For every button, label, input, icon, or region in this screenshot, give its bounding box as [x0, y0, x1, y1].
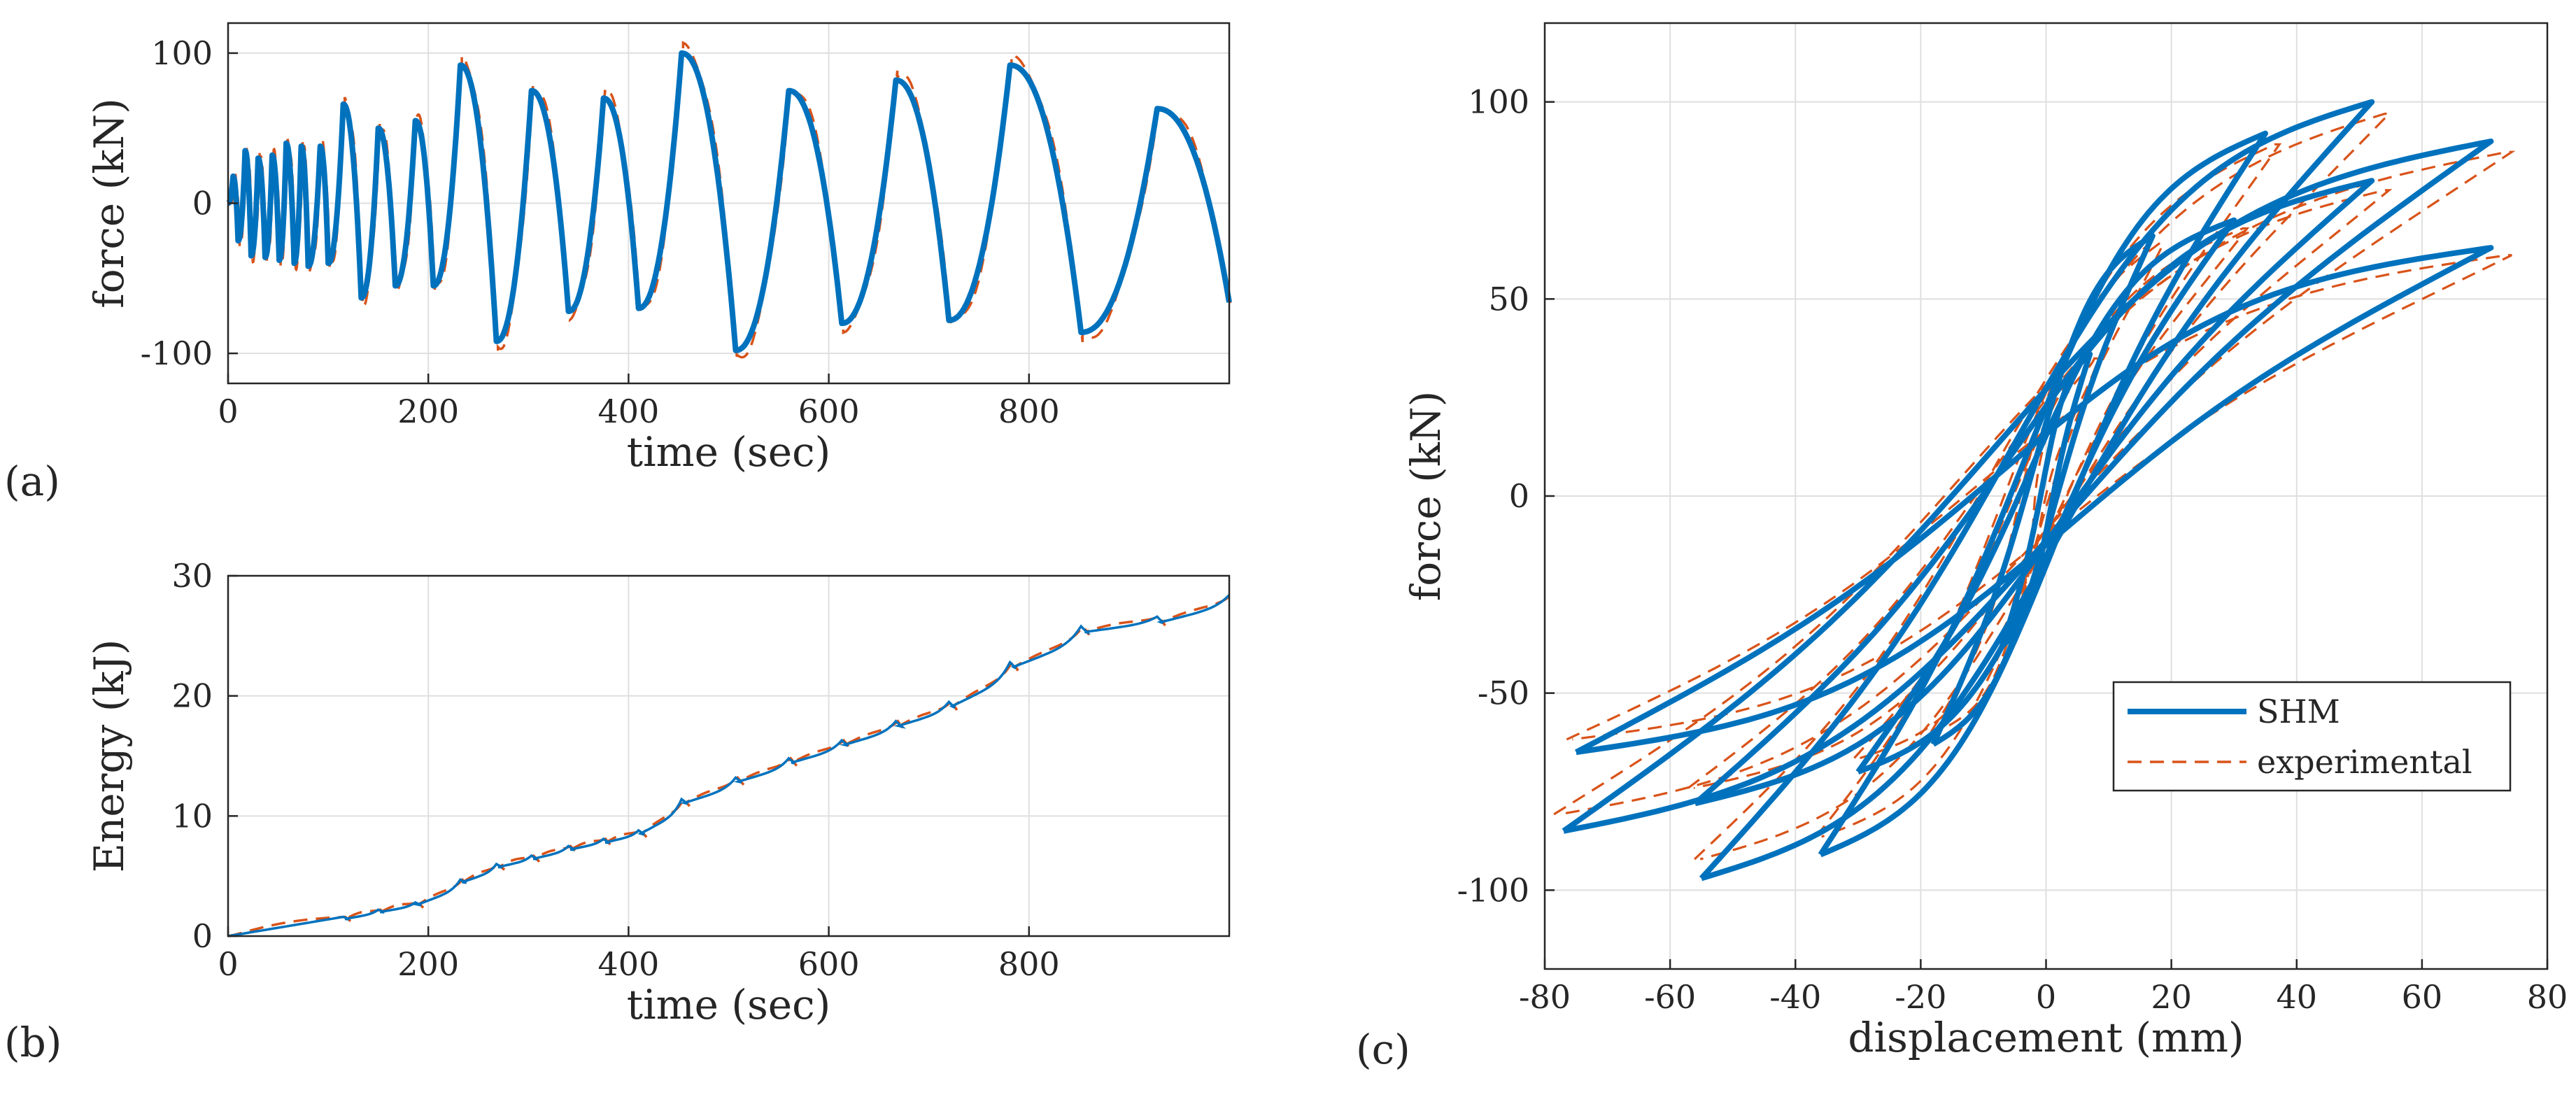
x-tick-label: 0: [218, 945, 238, 983]
x-tick-label: 60: [2402, 978, 2443, 1016]
chart-a-plot-area: [225, 41, 1232, 361]
chart-a-y-axis-label: force (kN): [85, 98, 133, 309]
series-shm-loop: [1693, 178, 2375, 807]
chart-c-x-axis-label: displacement (mm): [1848, 1014, 2244, 1061]
series-experimental-loop: [1553, 150, 2516, 816]
series-experimental-loop: [1930, 242, 2165, 733]
series-shm-loop: [1818, 130, 2268, 858]
chart-b-panel-label: (b): [4, 1019, 62, 1066]
series-shm-loop: [1562, 139, 2494, 834]
chart-c-panel-label: (c): [1356, 1026, 1410, 1073]
x-tick-label: 600: [798, 945, 860, 983]
chart-c-axes-box: [1543, 22, 2549, 970]
chart-a-axes-box: [227, 22, 1231, 385]
x-tick-label: 400: [597, 945, 659, 983]
chart-c-y-axis-label: force (kN): [1402, 391, 1450, 602]
x-tick-label: 20: [2151, 978, 2192, 1016]
y-tick-label: 0: [192, 917, 213, 955]
chart-c-ticks: -80 -60 -40 -20 0 20 40 60 80 -100 -50 0 50 100: [1457, 83, 2568, 1016]
x-tick-label: 40: [2276, 978, 2317, 1016]
x-tick-label: -80: [1519, 978, 1571, 1016]
x-tick-label: -60: [1644, 978, 1696, 1016]
chart-b-ticks: 0 200 400 600 800 0 10 20 30: [171, 557, 1059, 983]
y-tick-label: -100: [141, 334, 213, 372]
x-tick-label: -20: [1895, 978, 1946, 1016]
x-tick-label: 200: [397, 945, 459, 983]
series-experimental-line: [228, 41, 1232, 361]
legend-label-experimental: experimental: [2257, 743, 2472, 781]
x-tick-label: 400: [597, 392, 659, 430]
x-tick-label: -40: [1769, 978, 1821, 1016]
y-tick-label: 100: [151, 34, 213, 72]
x-tick-label: 800: [998, 945, 1060, 983]
x-tick-label: 200: [397, 392, 459, 430]
chart-c-plot-area: [1553, 99, 2516, 882]
legend-label-shm: SHM: [2257, 693, 2340, 730]
series-experimental-loop: [1687, 189, 2393, 789]
y-tick-label: 30: [171, 557, 213, 595]
series-shm-loop: [1574, 245, 2494, 756]
chart-b-y-axis-label: Energy (kJ): [85, 639, 133, 873]
x-tick-label: 0: [218, 392, 238, 430]
x-tick-label: 800: [998, 392, 1060, 430]
series-shm-loop: [1855, 217, 2237, 775]
y-tick-label: 10: [171, 797, 213, 835]
y-tick-label: -100: [1457, 871, 1529, 909]
chart-a-grid: [227, 23, 1229, 383]
y-tick-label: 50: [1488, 280, 1529, 318]
series-shm-loop: [1699, 99, 2375, 882]
legend-box: [2112, 681, 2512, 792]
series-experimental-loop: [1566, 254, 2512, 741]
y-tick-label: -50: [1478, 674, 1529, 712]
chart-a-panel-label: (a): [4, 458, 60, 505]
chart-a-x-axis-label: time (sec): [627, 428, 830, 476]
series-shm-line: [225, 50, 1232, 353]
y-tick-label: 0: [192, 185, 213, 222]
x-tick-label: 0: [2036, 978, 2056, 1016]
chart-b-plot-area: [227, 594, 1232, 937]
chart-b-axes-box: [227, 574, 1231, 937]
y-tick-label: 0: [1509, 477, 1529, 515]
y-tick-label: 100: [1468, 83, 1529, 121]
x-tick-label: 80: [2527, 978, 2568, 1016]
x-tick-label: 600: [798, 392, 860, 430]
series-experimental-line: [227, 594, 1232, 937]
series-shm-line: [227, 594, 1231, 937]
y-tick-label: 20: [171, 677, 213, 715]
chart-b-energy-vs-time: 0 200 400 600 800 0 10 20 30 time (sec) Energy (…: [4, 557, 1232, 1066]
chart-c-legend: SHM experimental: [2112, 681, 2512, 792]
chart-c-force-vs-displacement: -80 -60 -40 -20 0 20 40 60 80 -100 -50 0 50 100 displ…: [1356, 22, 2568, 1073]
chart-b-x-axis-label: time (sec): [627, 981, 830, 1028]
